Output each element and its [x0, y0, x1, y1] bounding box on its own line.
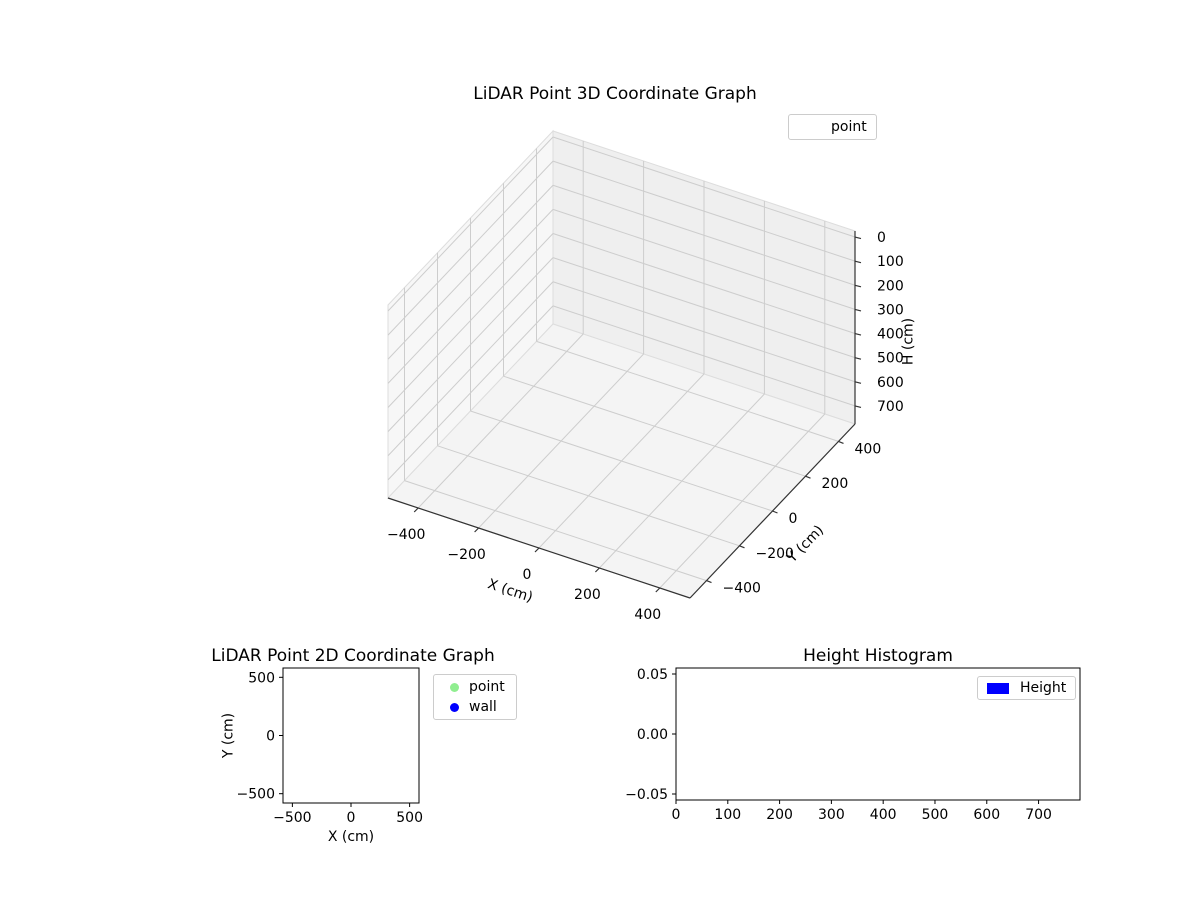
z-tick — [854, 284, 862, 288]
y-tick-label: 0 — [266, 729, 275, 745]
x-tick-label: 200 — [574, 587, 601, 603]
y-tick-label: −400 — [723, 581, 761, 597]
x-tick-label: 700 — [1025, 807, 1052, 823]
x-tick — [413, 507, 419, 513]
x-tick-label: 200 — [766, 807, 793, 823]
legend-label-wall: wall — [469, 699, 497, 715]
plot2d-title: LiDAR Point 2D Coordinate Graph — [211, 646, 495, 666]
y-tick — [706, 580, 712, 584]
x-tick-label: 0 — [523, 567, 532, 583]
grid-line — [417, 333, 584, 509]
z-tick-label: 700 — [877, 399, 904, 415]
x-tick — [594, 567, 600, 573]
grid-line — [387, 136, 554, 312]
grid-line — [387, 184, 554, 360]
height-rect-marker — [987, 682, 1009, 694]
grid-line — [387, 257, 554, 433]
x-tick-label: 400 — [870, 807, 897, 823]
grid-line — [552, 233, 856, 335]
x-tick-label: −500 — [273, 810, 311, 826]
plot3d-legend: point — [788, 114, 877, 140]
x-tick-label: 300 — [818, 807, 845, 823]
grid-line — [387, 305, 554, 481]
plot2d-x-axis-label: X (cm) — [327, 829, 375, 845]
x-tick-label: −400 — [387, 527, 425, 543]
legend-label-point: point — [831, 119, 867, 135]
z-tick — [854, 260, 862, 264]
z-tick-label: 600 — [877, 375, 904, 391]
x-tick-label: 600 — [973, 807, 1000, 823]
grid-line — [387, 281, 554, 457]
histogram-legend: Height — [977, 676, 1077, 700]
axes-frame — [282, 667, 420, 804]
legend-label-point: point — [469, 679, 505, 695]
z-tick-label: 300 — [877, 302, 904, 318]
z-tick-label: 0 — [877, 230, 886, 246]
y-tick — [838, 440, 844, 444]
grid-line — [552, 281, 856, 383]
point-scatter-marker-empty — [798, 122, 820, 132]
x-tick-label: 100 — [714, 807, 741, 823]
grid-line — [387, 209, 554, 384]
grid-line — [538, 373, 705, 549]
x-tick-label: 0 — [347, 810, 356, 826]
grid-line — [552, 305, 856, 407]
grid-line — [552, 208, 856, 310]
grid-line — [478, 353, 644, 529]
wall-dot-marker — [450, 702, 459, 712]
y-tick-label: −0.05 — [625, 787, 668, 803]
legend-entry-wall: wall — [443, 699, 507, 715]
z-tick — [854, 332, 862, 336]
plot3d-z-axis-label: H (cm) — [900, 317, 917, 366]
x-tick-label: 500 — [922, 807, 949, 823]
histogram-title: Height Histogram — [803, 646, 953, 666]
z-tick-label: 400 — [877, 327, 904, 343]
grid-line — [552, 136, 856, 238]
z-tick-label: 200 — [877, 278, 904, 294]
y-tick — [739, 545, 745, 549]
grid-line — [552, 184, 856, 286]
grid-line — [659, 413, 826, 589]
y-tick-label: 0.00 — [637, 727, 668, 743]
y-tick-label: 0 — [789, 511, 798, 527]
grid-line — [387, 233, 554, 408]
z-tick — [854, 381, 862, 384]
z-tick — [854, 357, 862, 360]
plot2d-legend: point wall — [433, 674, 517, 720]
x-tick-label: 0 — [672, 807, 681, 823]
x-tick — [655, 587, 661, 593]
z-tick-label: 500 — [877, 351, 904, 367]
x-tick-label: −200 — [447, 547, 485, 563]
grid-line — [599, 393, 765, 569]
y-tick-label: −200 — [756, 546, 794, 562]
y-tick — [805, 475, 811, 479]
x-tick — [474, 527, 480, 533]
legend-label-height: Height — [1020, 680, 1067, 696]
y-tick-label: 500 — [248, 670, 275, 686]
y-tick-label: 400 — [855, 441, 882, 457]
z-tick — [854, 308, 862, 312]
point-dot-marker — [450, 682, 459, 692]
plot2d-y-axis-label: Y (cm) — [220, 712, 237, 759]
z-tick — [854, 405, 862, 408]
y-tick-label: 200 — [822, 476, 849, 492]
grid-line — [552, 160, 856, 262]
y-tick-label: 0.05 — [637, 667, 668, 683]
x-tick-label: 400 — [634, 607, 661, 623]
grid-line — [552, 257, 856, 359]
y-tick — [772, 510, 778, 514]
z-tick-label: 100 — [877, 254, 904, 270]
x-tick-label: 500 — [396, 810, 423, 826]
plot3d-title: LiDAR Point 3D Coordinate Graph — [473, 84, 757, 104]
y-tick-label: −500 — [237, 787, 275, 803]
grid-line — [387, 160, 554, 336]
x-tick — [534, 547, 540, 553]
legend-entry-point: point — [443, 679, 507, 695]
z-tick — [854, 236, 862, 240]
